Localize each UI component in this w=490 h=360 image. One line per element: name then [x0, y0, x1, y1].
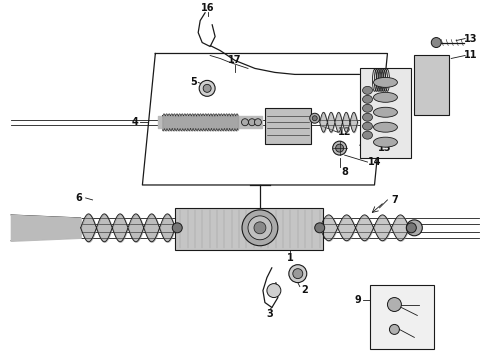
Text: 5: 5	[190, 77, 196, 87]
Circle shape	[289, 265, 307, 283]
Text: 9: 9	[354, 294, 361, 305]
Text: 17: 17	[228, 55, 242, 66]
Ellipse shape	[363, 95, 372, 103]
Text: 11: 11	[465, 50, 478, 60]
Text: 4: 4	[132, 117, 139, 127]
Ellipse shape	[373, 137, 397, 147]
Ellipse shape	[363, 122, 372, 130]
Ellipse shape	[373, 122, 397, 132]
Circle shape	[406, 220, 422, 236]
Circle shape	[203, 84, 211, 92]
Text: 2: 2	[301, 284, 308, 294]
Circle shape	[406, 223, 416, 233]
Ellipse shape	[373, 92, 397, 102]
Bar	[369, 285, 434, 349]
Circle shape	[388, 298, 401, 311]
Circle shape	[248, 119, 255, 126]
Text: 10: 10	[424, 103, 438, 113]
Circle shape	[199, 80, 215, 96]
Circle shape	[242, 210, 278, 246]
Ellipse shape	[363, 113, 372, 121]
Text: 1: 1	[287, 253, 293, 263]
Circle shape	[310, 113, 319, 123]
Circle shape	[242, 119, 248, 126]
Bar	[415, 55, 449, 115]
Ellipse shape	[363, 104, 372, 112]
Circle shape	[248, 216, 272, 240]
Circle shape	[431, 37, 441, 48]
Circle shape	[267, 284, 281, 298]
Text: 14: 14	[368, 157, 381, 167]
Text: 12: 12	[338, 127, 351, 137]
Text: 13: 13	[465, 33, 478, 44]
Text: 3: 3	[267, 310, 273, 319]
Bar	[175, 208, 323, 250]
Circle shape	[312, 116, 317, 121]
Text: 16: 16	[201, 3, 215, 13]
Text: 7: 7	[391, 195, 398, 205]
Circle shape	[336, 144, 343, 152]
Text: 6: 6	[75, 193, 82, 203]
Ellipse shape	[373, 77, 397, 87]
Circle shape	[172, 223, 182, 233]
Bar	[360, 68, 412, 158]
Bar	[265, 108, 311, 144]
Ellipse shape	[373, 107, 397, 117]
Text: 15: 15	[378, 143, 391, 153]
Text: 8: 8	[341, 167, 348, 177]
Ellipse shape	[363, 86, 372, 94]
Ellipse shape	[363, 131, 372, 139]
Circle shape	[293, 269, 303, 279]
Circle shape	[254, 119, 262, 126]
Circle shape	[390, 324, 399, 334]
Circle shape	[315, 223, 325, 233]
Circle shape	[333, 141, 346, 155]
Circle shape	[254, 222, 266, 234]
